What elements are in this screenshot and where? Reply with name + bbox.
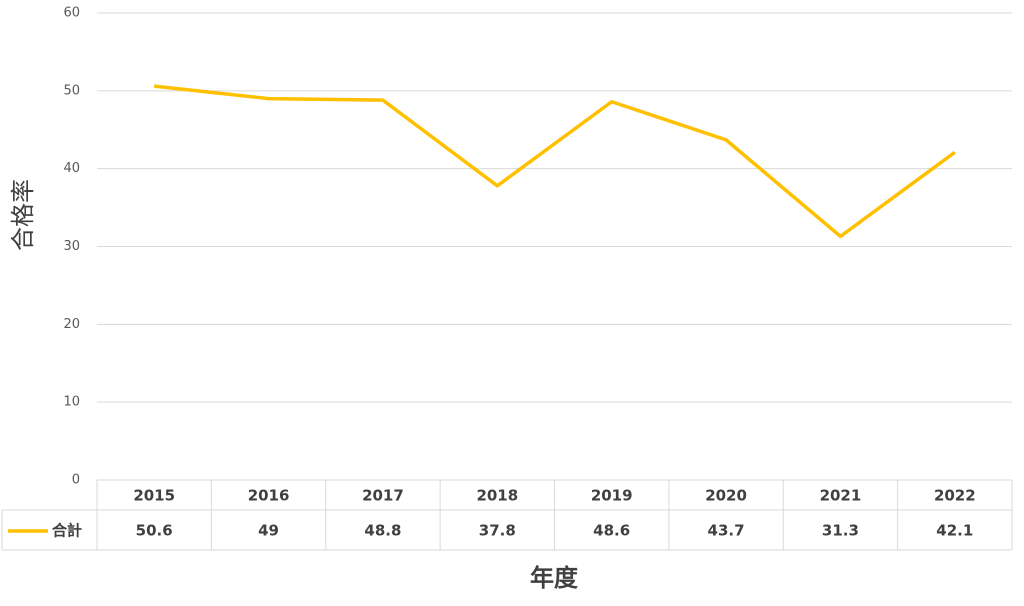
x-axis-label: 年度	[530, 564, 579, 592]
x-tick-label: 2022	[934, 487, 976, 505]
table-value: 42.1	[936, 522, 973, 540]
x-tick-label: 2015	[133, 487, 175, 505]
x-tick-label: 2020	[705, 487, 747, 505]
x-tick-label: 2016	[248, 487, 290, 505]
table-value: 43.7	[708, 522, 745, 540]
legend-label: 合計	[51, 522, 82, 540]
y-tick-label: 50	[63, 83, 80, 98]
y-tick-label: 10	[63, 395, 80, 410]
y-tick-label: 20	[63, 317, 80, 332]
table-value: 48.6	[593, 522, 630, 540]
x-tick-label: 2017	[362, 487, 404, 505]
table-value: 49	[258, 522, 279, 540]
y-tick-label: 60	[63, 6, 80, 21]
table-value: 37.8	[479, 522, 516, 540]
y-axis-label: 合格率	[9, 179, 37, 251]
x-tick-label: 2018	[476, 487, 518, 505]
table-value: 50.6	[136, 522, 173, 540]
table-value: 48.8	[364, 522, 401, 540]
y-tick-label: 30	[63, 239, 80, 254]
x-tick-label: 2019	[591, 487, 633, 505]
data-line	[153, 84, 956, 239]
y-tick-label: 40	[63, 161, 80, 176]
y-tick-label: 0	[72, 473, 80, 488]
table-value: 31.3	[822, 522, 859, 540]
x-tick-label: 2021	[820, 487, 862, 505]
